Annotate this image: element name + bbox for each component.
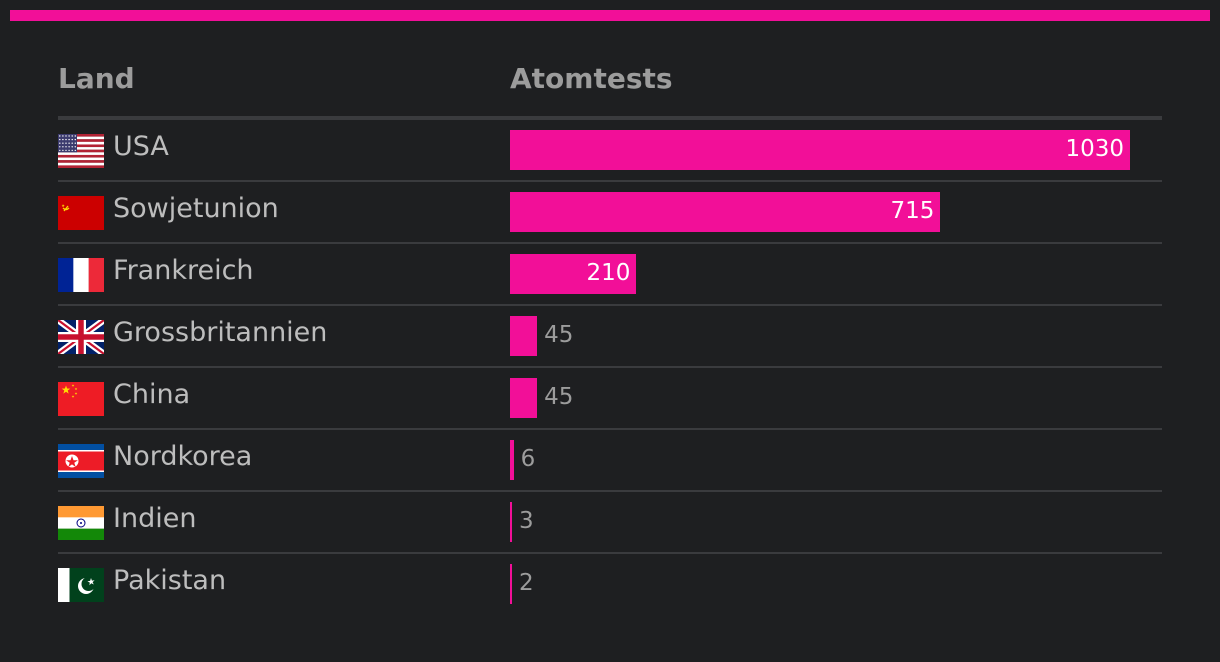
column-header-land: Land xyxy=(58,62,135,95)
table-row: Frankreich 210 xyxy=(58,244,1162,306)
table-row: Sowjetunion 715 xyxy=(58,182,1162,244)
india-flag-icon xyxy=(58,506,104,540)
table-body: USA 1030 Sowjetunion 715 Frankreich 210 Grossb… xyxy=(58,120,1162,614)
pakistan-flag-icon xyxy=(58,568,104,602)
country-label: China xyxy=(113,379,191,410)
north-korea-flag-icon xyxy=(58,444,104,478)
table-header: Land Atomtests xyxy=(58,58,1162,120)
column-header-atomtests: Atomtests xyxy=(510,62,673,95)
bar xyxy=(510,192,941,232)
bar xyxy=(510,502,512,542)
value-label: 45 xyxy=(544,384,574,410)
table-row: Grossbritannien 45 xyxy=(58,306,1162,368)
accent-top-bar xyxy=(10,10,1210,21)
china-flag-icon xyxy=(58,382,104,416)
table-row: Indien 3 xyxy=(58,492,1162,554)
table-row: Pakistan 2 xyxy=(58,554,1162,614)
value-label: 2 xyxy=(519,570,534,596)
value-label: 1030 xyxy=(1065,136,1124,162)
country-label: Grossbritannien xyxy=(113,317,328,348)
bar xyxy=(510,440,514,480)
bar xyxy=(510,564,512,604)
value-label: 45 xyxy=(544,322,574,348)
country-label: Frankreich xyxy=(113,255,254,286)
soviet-union-flag-icon xyxy=(58,196,104,230)
value-label: 210 xyxy=(586,260,631,286)
usa-flag-icon xyxy=(58,134,104,168)
bar xyxy=(510,378,538,418)
country-label: Nordkorea xyxy=(113,441,253,472)
uk-flag-icon xyxy=(58,320,104,354)
country-label: USA xyxy=(113,131,169,162)
country-label: Pakistan xyxy=(113,565,227,596)
table-row: USA 1030 xyxy=(58,120,1162,182)
france-flag-icon xyxy=(58,258,104,292)
value-label: 3 xyxy=(519,508,534,534)
value-label: 715 xyxy=(890,198,935,224)
country-label: Indien xyxy=(113,503,197,534)
nuclear-tests-table: Land Atomtests USA 1030 Sowjetunion 715 Fran… xyxy=(58,58,1162,614)
bar xyxy=(510,130,1130,170)
value-label: 6 xyxy=(520,446,536,472)
country-label: Sowjetunion xyxy=(113,193,279,224)
table-row: China 45 xyxy=(58,368,1162,430)
bar xyxy=(510,316,538,356)
bar xyxy=(510,254,637,294)
table-row: Nordkorea 6 xyxy=(58,430,1162,492)
